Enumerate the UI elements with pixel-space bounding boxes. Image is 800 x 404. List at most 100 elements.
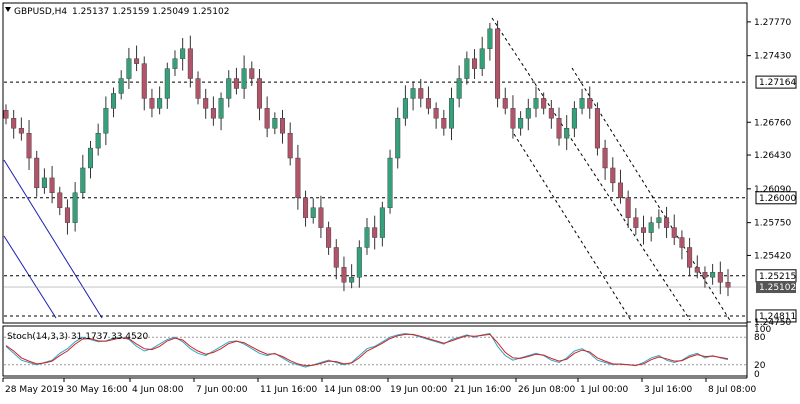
candle-body-71	[548, 108, 554, 119]
candle-body-52	[402, 98, 408, 119]
price-tick-label-1: 1.27430	[754, 52, 791, 62]
candle-body-80	[617, 182, 623, 198]
candle-body-66	[510, 108, 516, 129]
price-tick-label-4: 1.26090	[754, 185, 791, 195]
level-box-1	[755, 191, 797, 205]
symbol-timeframe: GBPUSD,H4	[14, 7, 67, 17]
candle-body-86	[664, 217, 670, 228]
candle-body-70	[541, 98, 547, 109]
candle-body-23	[180, 48, 186, 59]
candle-body-73	[564, 128, 570, 139]
candle-body-58	[448, 98, 454, 129]
time-tick-label-6: 19 Jun 00:00	[390, 385, 447, 395]
candle-body-39	[303, 197, 309, 218]
candle-body-22	[172, 58, 178, 69]
candle-body-82	[633, 217, 639, 228]
candle-body-68	[525, 108, 531, 119]
candle-body-17	[134, 58, 140, 64]
blue-channel-upper	[3, 159, 103, 319]
candle-body-9	[72, 192, 78, 223]
candle-body-47	[364, 227, 370, 248]
candle-body-67	[518, 118, 524, 129]
stoch-bottom-label: 0	[754, 370, 760, 380]
candle-body-0	[3, 110, 9, 119]
level-box-3	[755, 309, 797, 323]
candle-body-42	[326, 227, 332, 248]
candle-body-46	[356, 247, 362, 278]
candle-body-79	[610, 167, 616, 184]
collapse-triangle-icon[interactable]	[5, 7, 11, 12]
candle-body-91	[702, 272, 708, 278]
current-price-label: 1.25102	[759, 283, 796, 293]
candle-body-12	[95, 132, 101, 149]
level-label-2: 1.25215	[759, 272, 796, 282]
candle-body-6	[49, 177, 55, 194]
candle-body-33	[256, 78, 262, 109]
time-tick-label-8: 26 Jun 08:00	[518, 385, 575, 395]
candle-body-41	[318, 207, 324, 228]
ohlc-values: 1.25137 1.25159 1.25049 1.25102	[72, 7, 229, 17]
candle-body-11	[87, 147, 93, 169]
candle-body-35	[272, 118, 278, 129]
price-tick-label-6: 1.25420	[754, 251, 791, 261]
candle-body-60	[464, 58, 470, 79]
candle-body-94	[725, 282, 731, 288]
time-tick-label-5: 14 Jun 08:00	[324, 385, 381, 395]
candle-body-43	[333, 247, 339, 268]
candle-body-15	[118, 78, 124, 94]
candle-body-16	[126, 58, 132, 79]
candle-body-18	[141, 63, 147, 99]
candle-body-7	[57, 192, 63, 208]
candle-body-76	[587, 98, 593, 109]
candle-body-81	[625, 197, 631, 218]
candle-body-19	[149, 98, 155, 109]
candle-body-36	[280, 118, 286, 134]
candle-body-4	[34, 157, 40, 189]
candle-body-85	[656, 217, 662, 223]
candle-body-20	[157, 98, 163, 109]
candle-body-27	[210, 108, 216, 119]
level-label-3: 1.24811	[759, 312, 796, 322]
candle-body-26	[203, 98, 209, 109]
time-tick-label-9: 1 Jul 00:00	[580, 385, 629, 395]
candle-body-5	[41, 177, 47, 189]
candle-body-65	[502, 98, 508, 109]
level-box-0	[755, 75, 797, 89]
candle-body-13	[103, 108, 109, 134]
candle-body-10	[80, 167, 86, 194]
candle-body-2	[18, 128, 24, 134]
candle-body-62	[479, 48, 485, 69]
candle-body-40	[310, 207, 316, 218]
price-tick-label-0: 1.27770	[754, 18, 791, 28]
candle-body-8	[64, 207, 70, 223]
stoch-top-label: 100	[754, 325, 771, 335]
stoch-signal-line	[5, 333, 729, 367]
candle-body-64	[495, 28, 501, 99]
candle-body-56	[433, 108, 439, 119]
candle-body-25	[195, 78, 201, 99]
stoch-label: Stoch(14,3,3) 31.1737 33.4520	[7, 332, 148, 342]
time-tick-label-4: 11 Jun 16:00	[260, 385, 317, 395]
candle-body-48	[372, 227, 378, 238]
price-tick-label-3: 1.26430	[754, 151, 791, 161]
falling-channel-outer	[491, 17, 691, 321]
falling-channel-right	[571, 67, 732, 323]
current-price-box	[756, 281, 796, 294]
candle-body-55	[425, 98, 431, 109]
stochastic-pane: 80 20 100 0	[4, 325, 771, 380]
candle-body-84	[648, 222, 654, 233]
stoch-level-label-lower: 20	[754, 361, 766, 371]
level-label-0: 1.27164	[759, 78, 796, 88]
stoch-level-label-upper: 80	[754, 333, 766, 343]
candles	[3, 20, 731, 297]
channel-lines	[3, 17, 732, 323]
candle-body-92	[710, 272, 716, 278]
candle-body-3	[26, 132, 32, 159]
price-tick-label-7: 1.24750	[754, 318, 791, 328]
candle-body-30	[233, 78, 239, 89]
candle-body-61	[472, 58, 478, 69]
candle-body-51	[395, 118, 401, 159]
time-tick-label-0: 28 May 2019	[5, 385, 64, 395]
